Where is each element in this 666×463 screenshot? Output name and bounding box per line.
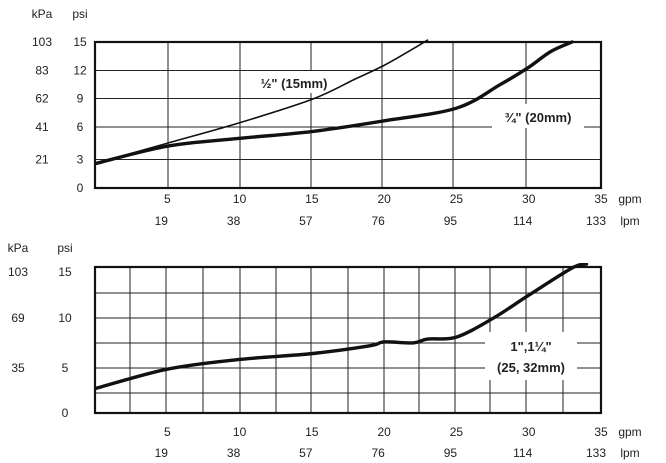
x-tick-gpm: 20 <box>377 192 391 206</box>
x-tick-gpm: 30 <box>522 192 536 206</box>
x-tick-gpm: 35 <box>594 192 608 206</box>
x-tick-gpm: 5 <box>164 425 171 439</box>
y-tick-psi: 9 <box>77 92 84 106</box>
plot-frame <box>93 40 603 190</box>
y-tick-psi: 5 <box>62 361 69 375</box>
y-tick-kpa: 35 <box>11 361 25 375</box>
chart-one-inch: kPa psi 0 5 35 10 69 15 103 5 19 10 38 15 57 20 76 25 95 30… <box>8 241 642 460</box>
y-tick-psi: 15 <box>58 265 72 279</box>
x-tick-lpm: 19 <box>155 446 169 460</box>
callout-background <box>492 104 584 128</box>
y-tick-kpa: 21 <box>35 153 49 167</box>
x-tick-gpm: 10 <box>233 192 247 206</box>
y-tick-kpa: 69 <box>11 311 25 325</box>
x-tick-lpm: 76 <box>371 446 385 460</box>
x-tick-gpm: 25 <box>450 192 464 206</box>
x-tick-gpm: 30 <box>522 425 536 439</box>
y-tick-kpa: 62 <box>35 92 49 106</box>
x-axis-unit-gpm: gpm <box>618 425 641 439</box>
y-axis-unit-psi: psi <box>72 7 87 21</box>
x-tick-lpm: 76 <box>371 214 385 228</box>
x-tick-gpm: 35 <box>594 425 608 439</box>
x-tick-lpm: 114 <box>513 446 532 460</box>
x-tick-lpm: 57 <box>299 214 313 228</box>
label-half-inch: ½" (15mm) <box>261 76 328 91</box>
y-tick-psi: 3 <box>77 153 84 167</box>
x-tick-lpm: 38 <box>227 446 241 460</box>
y-tick-psi: 12 <box>73 64 87 78</box>
x-tick-lpm: 133 <box>586 446 606 460</box>
x-tick-lpm: 95 <box>444 446 458 460</box>
x-axis-unit-lpm: lpm <box>620 446 639 460</box>
series-line-0 <box>95 39 429 165</box>
callout-background <box>245 71 343 93</box>
series-line-1 <box>95 40 574 166</box>
x-tick-lpm: 57 <box>299 446 313 460</box>
y-axis-unit-kpa: kPa <box>32 7 53 21</box>
y-tick-psi: 15 <box>73 35 87 49</box>
x-axis-unit-gpm: gpm <box>618 192 641 206</box>
x-tick-gpm: 10 <box>233 425 247 439</box>
x-tick-lpm: 38 <box>227 214 241 228</box>
x-tick-lpm: 133 <box>586 214 606 228</box>
series-line-0 <box>95 263 589 391</box>
label-three-quarter-inch: ¾" (20mm) <box>505 110 572 125</box>
y-tick-psi: 0 <box>77 181 84 195</box>
plot-frame <box>93 265 603 415</box>
x-tick-gpm: 15 <box>305 425 319 439</box>
y-tick-psi: 10 <box>58 311 72 325</box>
x-tick-lpm: 114 <box>513 214 532 228</box>
x-tick-lpm: 19 <box>155 214 169 228</box>
y-axis-unit-psi: psi <box>57 241 72 255</box>
y-axis-unit-kpa: kPa <box>8 241 29 255</box>
label-one-inch-line1: 1",1¼" <box>510 339 551 354</box>
y-tick-kpa: 83 <box>35 64 49 78</box>
label-one-inch-line2: (25, 32mm) <box>497 360 565 375</box>
y-tick-kpa: 103 <box>8 265 28 279</box>
chart-half-three-quarter-inch: kPa psi 0 3 21 6 41 9 62 12 83 15 103 5 19 10 38 15 57 20 76… <box>32 7 642 228</box>
y-tick-kpa: 103 <box>32 35 52 49</box>
x-tick-gpm: 20 <box>377 425 391 439</box>
x-tick-gpm: 25 <box>450 425 464 439</box>
y-tick-kpa: 41 <box>35 120 49 134</box>
y-tick-psi: 6 <box>77 120 84 134</box>
y-tick-psi: 0 <box>62 406 69 420</box>
callout-background <box>485 332 577 380</box>
x-tick-gpm: 15 <box>305 192 319 206</box>
x-tick-lpm: 95 <box>444 214 458 228</box>
x-axis-unit-lpm: lpm <box>620 214 639 228</box>
x-tick-gpm: 5 <box>164 192 171 206</box>
